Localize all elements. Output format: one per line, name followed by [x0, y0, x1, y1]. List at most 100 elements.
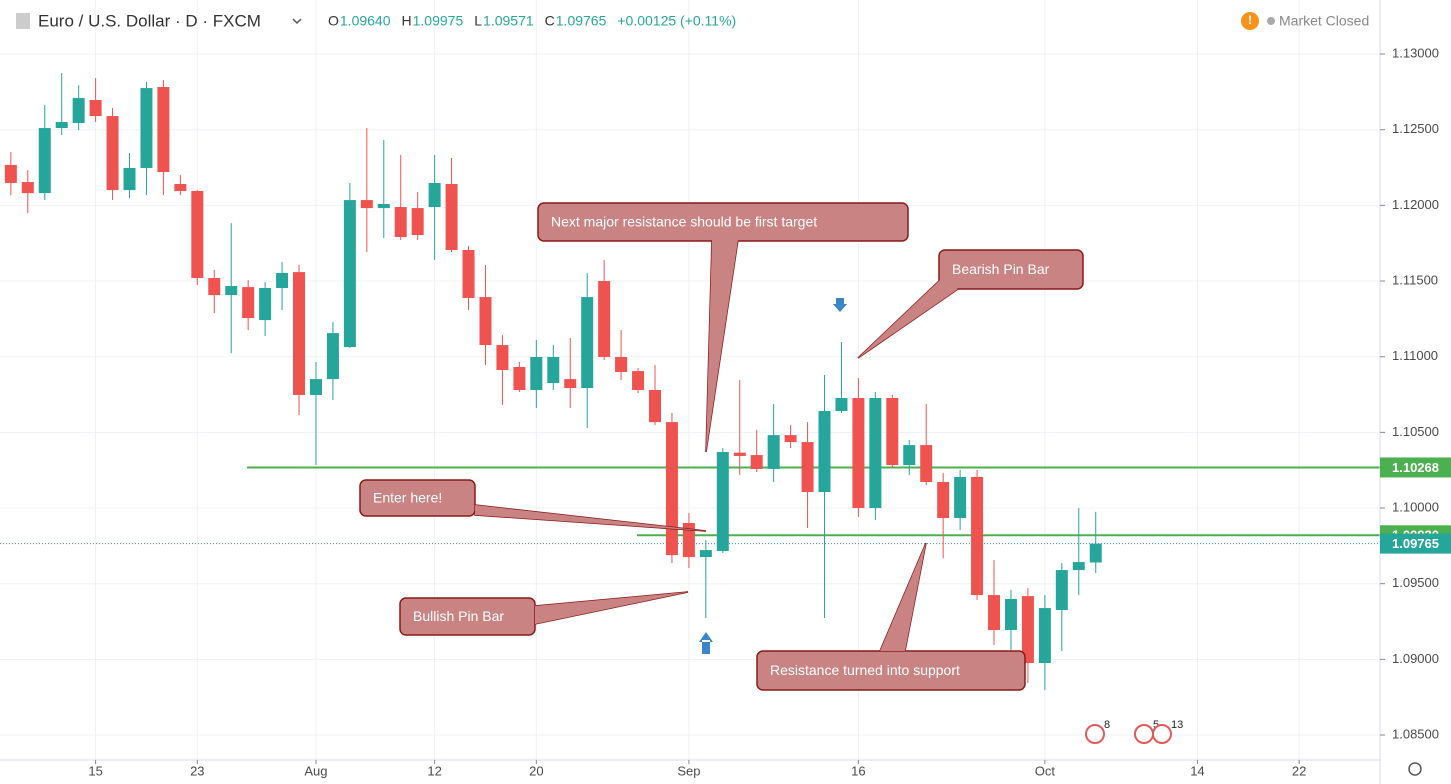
candle-body [835, 398, 848, 412]
candle-body [699, 550, 712, 558]
axes: 1.13000 1.12500 1.12000 1.11500 1.11000 1.105… [88, 45, 1451, 778]
x-tick-label: 15 [88, 763, 102, 778]
callout-text: Next major resistance should be first ta… [551, 214, 817, 230]
level-label-bg [1380, 457, 1451, 478]
candle-body [767, 435, 780, 469]
last-price-label: 1.09765 [1392, 536, 1439, 551]
x-tick-label: Oct [1035, 763, 1056, 778]
up-arrow [699, 632, 713, 654]
x-tick-label: Aug [304, 763, 327, 778]
y-tick-label: 1.09000 [1392, 651, 1439, 666]
candle-body [581, 297, 594, 389]
level-label: 1.10268 [1392, 460, 1439, 475]
candle-body [326, 333, 339, 380]
gear[interactable] [1408, 762, 1422, 776]
legend-value: 1.09571 [483, 13, 534, 29]
callout-box [938, 249, 1084, 290]
callout-text: Bearish Pin Bar [952, 261, 1050, 277]
candle-body [293, 272, 306, 395]
event-count: 5 [1153, 719, 1159, 731]
candle-body [682, 523, 695, 558]
candle-body [1055, 570, 1068, 611]
annotations: Next major resistance should be first ta… [359, 202, 1084, 691]
settings-icon[interactable] [1408, 762, 1422, 776]
candle-body [259, 287, 272, 321]
candle-body [225, 286, 238, 296]
candle-body [869, 398, 882, 509]
y-tick-label: 1.11000 [1392, 348, 1438, 363]
y-tick-label: 1.08500 [1392, 726, 1439, 741]
candle-body [21, 182, 34, 194]
last-price-bg [1380, 533, 1451, 554]
candle-body [547, 356, 560, 384]
candle-body [1089, 543, 1102, 563]
candle-body [852, 398, 865, 509]
candle-body [818, 411, 831, 492]
candle-body [733, 452, 746, 456]
candle-body [750, 455, 763, 469]
candle-body [971, 477, 984, 596]
candle-body [479, 297, 492, 346]
event-count: 13 [1171, 719, 1183, 731]
candle-body [903, 445, 916, 466]
candle-body [89, 100, 102, 117]
event-icon[interactable] [1085, 724, 1105, 744]
symbol-icon [16, 13, 30, 29]
candle-body [648, 389, 661, 423]
legend-value: 1.09765 [556, 13, 607, 29]
candle-body [394, 207, 407, 237]
callout-text: Enter here! [373, 490, 442, 506]
x-tick-label: 16 [851, 763, 865, 778]
candle-body [140, 88, 153, 168]
chart-title: Euro / U.S. Dollar · D · FXCM [38, 11, 261, 30]
candle-body [513, 366, 526, 390]
dropdown-icon[interactable] [292, 18, 302, 25]
candle-body [208, 278, 221, 296]
candle-body [920, 445, 933, 482]
candle-body [72, 98, 85, 124]
alert-icon[interactable] [1241, 12, 1259, 30]
y-tick-label: 1.12500 [1392, 121, 1439, 136]
x-tick-label: 23 [190, 763, 204, 778]
candle-body [38, 128, 51, 194]
candle-body [1038, 608, 1051, 663]
candle-body [988, 595, 1001, 631]
market-status: Market Closed [1279, 13, 1369, 29]
candle-body [784, 435, 797, 443]
candle-body [886, 398, 899, 466]
candle-body [954, 477, 967, 519]
y-tick-label: 1.10000 [1392, 499, 1439, 514]
candle-body [615, 356, 628, 372]
alert-mark: ! [1248, 13, 1252, 27]
x-tick-label: 14 [1190, 763, 1204, 778]
candle-body [276, 273, 289, 288]
y-tick-label: 1.12000 [1392, 197, 1439, 212]
header: Euro / U.S. Dollar · D · FXCM O 1.09640 H 1… [16, 11, 1369, 30]
candle-body [174, 184, 187, 191]
candle-body [632, 371, 645, 390]
candle-body [377, 203, 390, 209]
event-icon[interactable] [1152, 724, 1172, 744]
candle-body [1072, 562, 1085, 571]
legend-key: C [545, 13, 555, 29]
candle-body [496, 345, 509, 371]
callout-text: Bullish Pin Bar [413, 608, 504, 624]
candle-body [191, 190, 204, 279]
candle-body [123, 167, 136, 191]
y-tick-label: 1.10500 [1392, 424, 1439, 439]
candle-body [530, 356, 543, 390]
y-tick-label: 1.11500 [1392, 272, 1438, 287]
legend-key: H [402, 13, 412, 29]
candle-body [564, 379, 577, 389]
legend-value: 1.09975 [413, 13, 464, 29]
candle-body [716, 452, 729, 552]
candle-body [4, 164, 17, 183]
event-icon[interactable] [1134, 724, 1154, 744]
ohlc-legend: O 1.09640 H 1.09975 L 1.09571 C 1.09765 +0.00125… [328, 13, 736, 29]
events: 8 5 13 [1085, 719, 1183, 744]
callout-joint [880, 543, 926, 651]
candle-body [801, 442, 814, 492]
